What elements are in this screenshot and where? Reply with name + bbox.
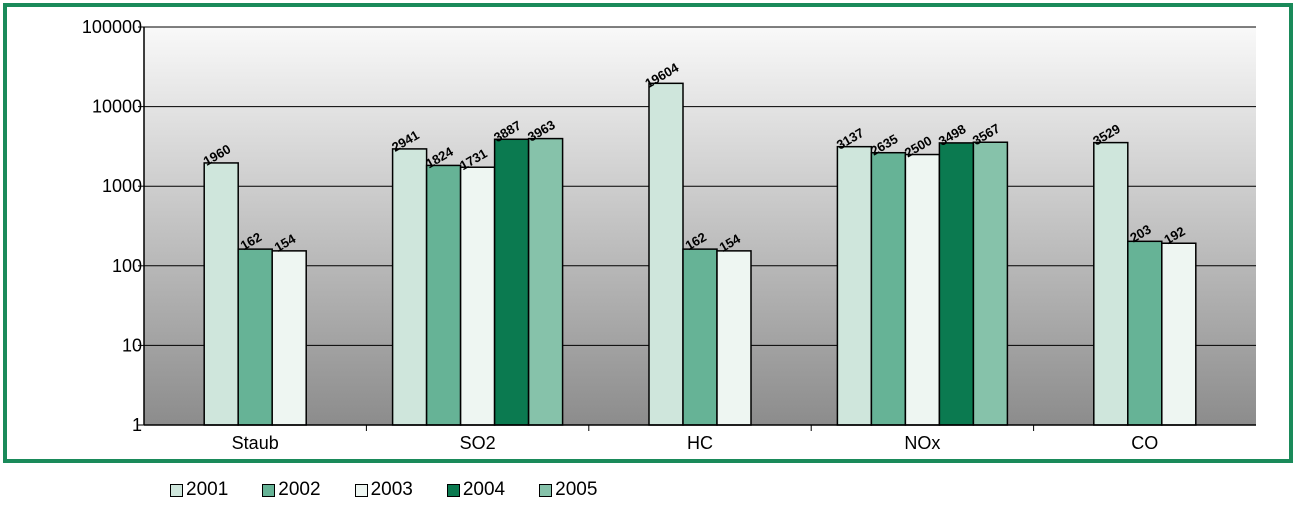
bar-co-2003 <box>1161 242 1197 426</box>
bar-staub-2003 <box>271 250 307 426</box>
y-tick-label: 1 <box>132 415 142 435</box>
legend-label: 2002 <box>278 479 321 500</box>
bar-so2-2004 <box>493 138 530 426</box>
bar-co-2001 <box>1093 141 1129 426</box>
legend-swatch <box>539 483 553 497</box>
legend-swatch <box>446 483 460 497</box>
legend-item-2002: 2002 <box>262 479 321 501</box>
category-label: SO2 <box>460 433 496 453</box>
y-tick-label: 100000 <box>82 17 142 37</box>
bar-co-2002 <box>1127 240 1163 426</box>
category-label: HC <box>687 433 713 453</box>
legend-swatch <box>170 483 183 497</box>
bar-so2-2001 <box>391 148 428 426</box>
legend-item-2004: 2004 <box>446 479 506 501</box>
legend-item-2003: 2003 <box>354 479 413 501</box>
bar-hc-2003 <box>716 250 752 426</box>
bar-hc-2002 <box>682 248 718 426</box>
legend-label: 2005 <box>555 479 598 500</box>
bar-nox-2004 <box>938 142 975 426</box>
y-tick-label: 1000 <box>102 176 142 196</box>
legend-swatch <box>262 483 276 497</box>
legend-label: 2004 <box>462 479 506 500</box>
bar-nox-2003 <box>904 153 941 426</box>
bar-hc-2001 <box>648 82 684 426</box>
axes: 1 10 100 1000 10000 100000 Staub SO2 HC NOx CO <box>82 17 1256 453</box>
category-label: CO <box>1131 433 1158 453</box>
bar-so2-2003 <box>459 166 496 426</box>
category-label: NOx <box>904 433 940 453</box>
legend-label: 2003 <box>370 479 413 500</box>
bar-staub-2001 <box>203 162 239 426</box>
chart-frame: 1960 162 154 2941 1824 1731 3887 3963 19604 162 15… <box>3 3 1293 463</box>
legend: 2001 2002 2003 2004 2005 <box>170 478 631 502</box>
legend-item-2005: 2005 <box>539 479 597 501</box>
legend-item-2001: 2001 <box>170 479 228 501</box>
bar-so2-2002 <box>425 164 462 426</box>
bar-nox-2002 <box>870 151 907 426</box>
bar-nox-2005 <box>972 141 1009 426</box>
legend-label: 2001 <box>186 479 229 500</box>
y-tick-label: 10000 <box>92 97 142 117</box>
category-label: Staub <box>232 433 279 453</box>
bar-staub-2002 <box>237 248 273 426</box>
y-tick-label: 10 <box>122 335 142 355</box>
bar-so2-2005 <box>527 137 564 426</box>
legend-swatch <box>354 483 368 497</box>
y-tick-label: 100 <box>112 256 142 276</box>
bar-nox-2001 <box>836 145 873 426</box>
